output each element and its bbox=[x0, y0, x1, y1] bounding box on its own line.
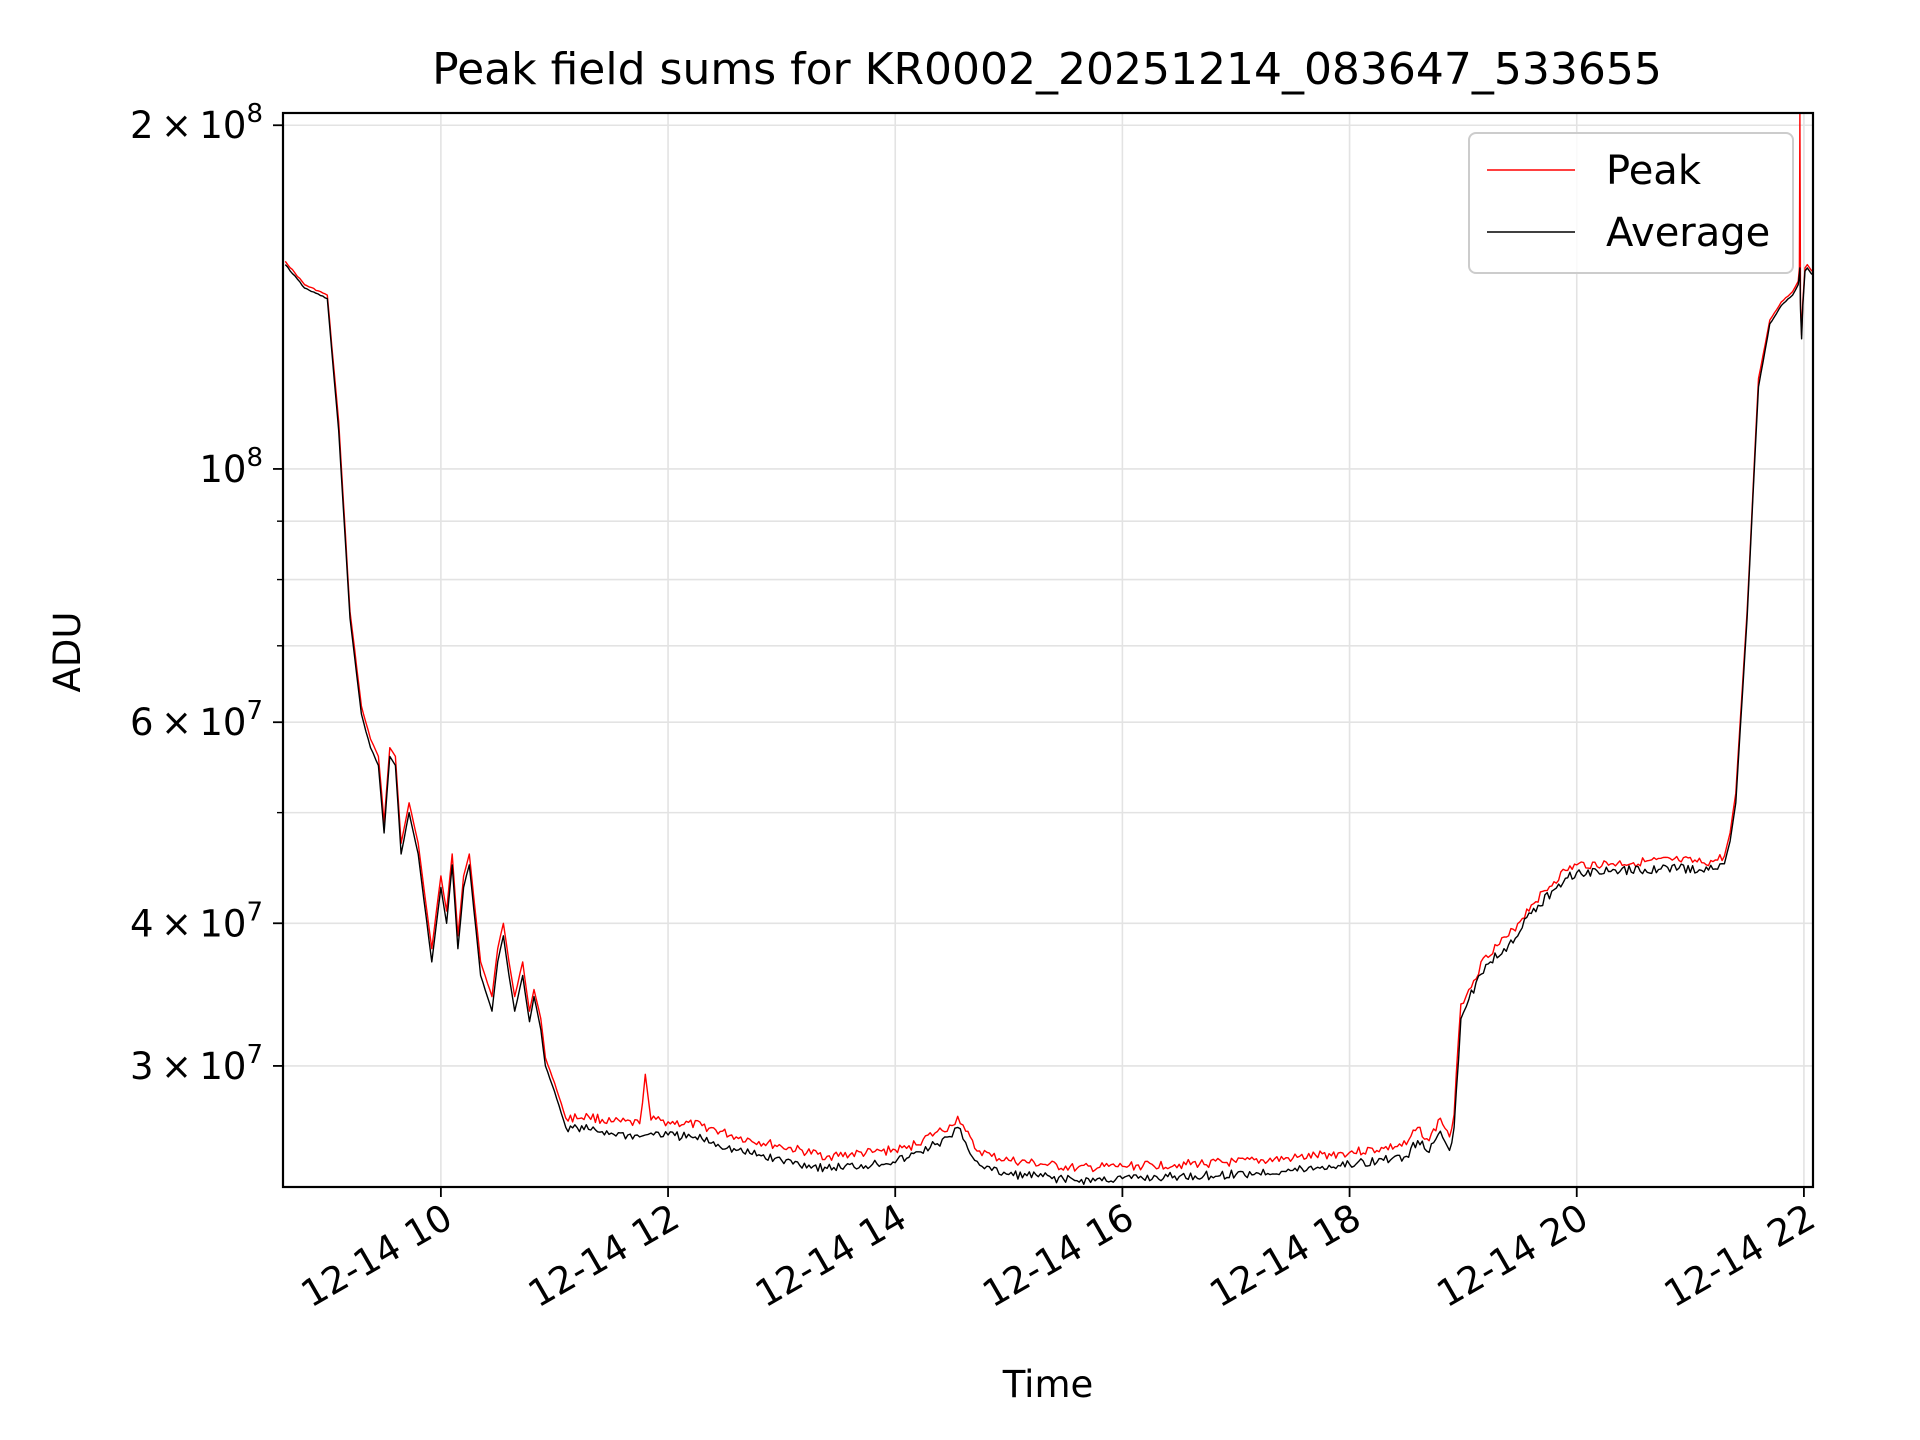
y-tick-label: 3 × 107 bbox=[130, 1040, 263, 1088]
series-line-average bbox=[284, 264, 1813, 1185]
legend: Peak Average bbox=[1468, 132, 1794, 274]
plot-frame bbox=[281, 111, 1815, 1189]
y-axis-label: ADU bbox=[46, 612, 89, 693]
plot-background bbox=[283, 113, 1813, 1187]
plot-area bbox=[281, 111, 1815, 1189]
y-tick-label: 108 bbox=[199, 443, 263, 491]
y-tick-label: 6 × 107 bbox=[130, 696, 263, 744]
series-layer bbox=[284, 112, 1813, 1185]
grid-layer bbox=[283, 113, 1813, 1187]
legend-label-average: Average bbox=[1606, 210, 1770, 256]
series-line-peak bbox=[284, 112, 1813, 1173]
y-tick-label: 2 × 108 bbox=[130, 99, 263, 147]
legend-box bbox=[1468, 132, 1794, 274]
legend-label-peak: Peak bbox=[1606, 148, 1702, 194]
x-axis-label: Time bbox=[1002, 1363, 1094, 1406]
chart-title: Peak field sums for KR0002_20251214_0836… bbox=[432, 44, 1662, 95]
y-axis: 3 × 107 4 × 107 6 × 107 108 2 × 108 bbox=[130, 99, 283, 1088]
y-tick-label: 4 × 107 bbox=[130, 897, 263, 945]
